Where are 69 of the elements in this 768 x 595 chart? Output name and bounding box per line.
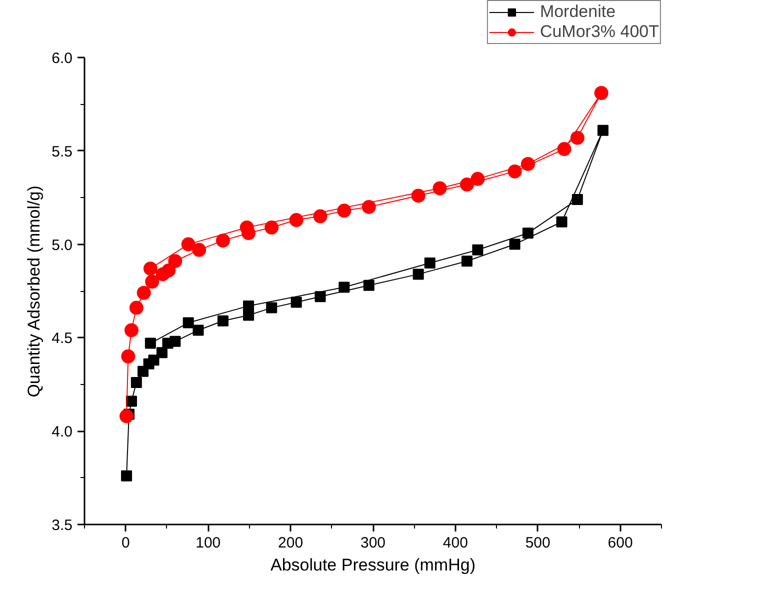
x-tick-label: 100 — [196, 534, 221, 552]
point — [520, 156, 535, 171]
point — [508, 164, 522, 178]
point — [240, 220, 254, 234]
x-tick-label: 400 — [442, 534, 468, 552]
point — [124, 323, 138, 338]
x-tick-label: 500 — [525, 534, 550, 552]
y-tick-label: 6.0 — [52, 50, 73, 67]
point — [136, 286, 151, 300]
y-tick-label: 5.0 — [52, 236, 73, 254]
point — [126, 396, 137, 407]
point — [243, 300, 254, 312]
point — [363, 280, 374, 291]
point — [289, 213, 304, 228]
point — [314, 291, 326, 302]
point — [594, 86, 608, 100]
y-tick-label: 3.5 — [52, 517, 73, 534]
point — [264, 220, 279, 234]
point — [121, 349, 136, 364]
x-tick-label: 200 — [278, 534, 304, 552]
point — [181, 237, 196, 252]
point — [143, 262, 158, 276]
point — [412, 268, 424, 280]
point — [572, 194, 583, 205]
point — [570, 130, 584, 145]
point — [362, 200, 376, 214]
x-tick-label: 300 — [360, 534, 386, 552]
point — [313, 209, 328, 224]
point — [556, 216, 568, 228]
point — [470, 172, 485, 186]
point — [411, 188, 426, 203]
x-tick-label: 0 — [122, 534, 130, 552]
legend-label: CuMor3% 400T — [540, 22, 659, 42]
point — [182, 317, 194, 328]
point — [338, 282, 350, 293]
point — [121, 470, 132, 482]
point — [337, 204, 352, 218]
point — [129, 300, 144, 315]
point — [192, 242, 206, 257]
point — [162, 263, 176, 278]
point — [290, 296, 302, 308]
point — [472, 244, 484, 256]
y-tick-label: 4.5 — [52, 330, 73, 348]
point — [148, 354, 160, 366]
legend-label: Mordenite — [540, 2, 616, 22]
point — [266, 302, 278, 314]
y-tick-label: 5.5 — [52, 143, 73, 160]
point — [145, 274, 160, 289]
point — [192, 324, 204, 336]
y-axis-title: Quantity Adsorbed (mmol/g) — [24, 186, 44, 398]
point — [557, 142, 572, 156]
point — [156, 347, 168, 358]
point — [120, 409, 134, 424]
point — [522, 228, 534, 239]
point — [461, 256, 472, 267]
point — [597, 124, 608, 136]
point — [170, 336, 181, 347]
point — [168, 254, 182, 268]
point — [424, 257, 436, 268]
point — [460, 178, 474, 192]
point — [509, 238, 520, 250]
x-tick-label: 600 — [608, 534, 633, 552]
point — [432, 181, 447, 196]
x-axis-title: Absolute Pressure (mmHg) — [270, 556, 476, 574]
y-tick-label: 4.0 — [52, 424, 73, 441]
point — [216, 234, 230, 248]
point — [217, 315, 228, 326]
point — [144, 338, 156, 349]
point — [130, 377, 142, 388]
